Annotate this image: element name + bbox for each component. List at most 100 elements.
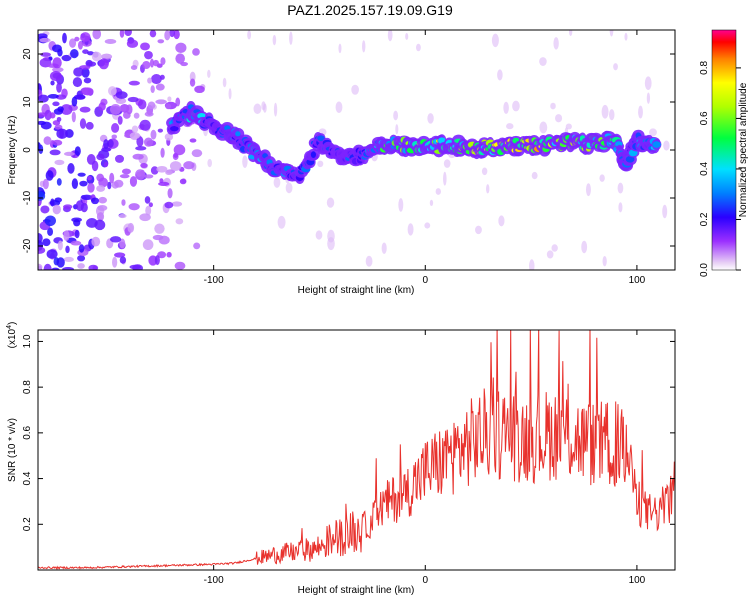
spectrogram-noise-blob xyxy=(160,57,166,66)
spectrogram-noise-blob xyxy=(52,204,61,215)
snr-x-tick-label: 0 xyxy=(422,575,428,586)
spectrogram-faint-blob xyxy=(601,104,609,119)
spectrogram-noise-blob xyxy=(101,147,112,152)
spectrogram-noise-blob xyxy=(100,53,112,59)
spectrogram-noise-blob xyxy=(121,199,126,206)
spectrogram-faint-blob xyxy=(662,204,668,219)
spectrogram-noise-blob xyxy=(38,83,42,92)
spectrogram-noise-blob xyxy=(86,61,97,67)
spectrogram-x-axis-label: Height of straight line (km) xyxy=(298,285,415,296)
spectrogram-noise-blob xyxy=(57,240,63,251)
spectrogram-x-tick-label: 100 xyxy=(629,275,646,286)
spectrogram-noise-blob xyxy=(110,104,122,115)
spectrogram-noise-blob xyxy=(126,104,133,115)
spectrogram-y-tick-label: -20 xyxy=(22,238,33,253)
spectrogram-noise-blob xyxy=(50,198,55,207)
spectrogram-noise-blob xyxy=(38,233,43,244)
spectrogram-faint-blob xyxy=(228,88,232,100)
spectrogram-noise-blob xyxy=(71,178,79,190)
spectrogram-noise-blob xyxy=(147,77,153,84)
spectrogram-faint-blob xyxy=(644,76,652,91)
spectrogram-noise-blob xyxy=(143,137,154,147)
spectrogram-noise-blob xyxy=(111,123,120,133)
spectrogram-faint-blob xyxy=(581,240,588,254)
spectrogram-faint-blob xyxy=(638,105,643,119)
spectrogram-noise-blob xyxy=(107,181,112,190)
spectrogram-noise-blob xyxy=(179,178,187,185)
spectrogram-noise-blob xyxy=(165,169,173,176)
spectrogram-noise-blob xyxy=(69,38,77,48)
spectrogram-noise-blob xyxy=(119,256,127,264)
spectrogram-faint-blob xyxy=(335,101,343,113)
spectrogram-noise-blob xyxy=(80,32,91,42)
spectrogram-faint-blob xyxy=(395,124,399,135)
spectrogram-noise-blob xyxy=(38,191,46,201)
spectrogram-faint-blob xyxy=(618,202,623,213)
snr-x-axis-label: Height of straight line (km) xyxy=(298,585,415,596)
spectrogram-noise-blob xyxy=(71,96,78,107)
spectrogram-faint-blob xyxy=(553,37,559,50)
snr-multiplier-close: ) xyxy=(7,322,18,325)
spectrogram-noise-blob xyxy=(169,30,176,38)
spectrogram-noise-blob xyxy=(144,196,151,204)
spectrogram-faint-blob xyxy=(351,84,359,95)
spectrogram-noise-blob xyxy=(130,65,138,71)
spectrogram-noise-blob xyxy=(119,238,126,249)
spectrogram-faint-blob xyxy=(624,32,628,41)
spectrogram-noise-blob xyxy=(175,42,187,53)
spectrogram-noise-blob xyxy=(43,136,52,145)
spectrogram-noise-blob xyxy=(38,33,48,39)
snr-multiplier-base: (x10 xyxy=(7,328,18,348)
spectrogram-noise-blob xyxy=(83,77,92,84)
spectrogram-noise-blob xyxy=(147,101,156,110)
spectrogram-noise-blob xyxy=(155,99,167,105)
spectrogram-noise-blob xyxy=(157,128,163,133)
spectrogram-noise-blob xyxy=(49,149,61,156)
spectrogram-noise-blob xyxy=(157,251,167,259)
spectrogram-noise-blob xyxy=(38,120,46,125)
spectrogram-faint-blob xyxy=(362,40,366,53)
spectrogram-noise-blob xyxy=(74,36,80,42)
spectrogram-noise-blob xyxy=(61,54,72,62)
spectrogram-noise-blob xyxy=(62,267,74,270)
spectrogram-x-tick-label: -100 xyxy=(204,275,224,286)
spectrogram-noise-blob xyxy=(137,99,147,110)
spectrogram-faint-blob xyxy=(429,199,434,206)
spectrogram-ridge-blob xyxy=(310,151,316,159)
spectrogram-noise-blob xyxy=(91,236,101,247)
spectrogram-noise-blob xyxy=(98,177,109,188)
spectrogram-noise-blob xyxy=(142,239,154,251)
spectrogram-noise-blob xyxy=(62,32,67,44)
spectrogram-noise-blob xyxy=(175,97,181,107)
spectrogram-noise-blob xyxy=(77,172,86,177)
spectrogram-noise-blob xyxy=(140,42,150,51)
spectrogram-noise-blob xyxy=(132,153,144,160)
spectrogram-noise-blob xyxy=(96,212,105,222)
spectrogram-faint-blob xyxy=(393,110,399,121)
spectrogram-faint-blob xyxy=(407,223,414,236)
spectrogram-noise-blob xyxy=(54,159,65,166)
spectrogram-noise-blob xyxy=(167,188,173,199)
spectrogram-faint-blob xyxy=(646,92,651,104)
spectrogram-noise-blob xyxy=(139,213,151,222)
spectrogram-faint-blob xyxy=(550,102,556,110)
spectrogram-noise-blob xyxy=(150,129,157,140)
spectrogram-noise-blob xyxy=(71,111,76,123)
spectrogram-noise-blob xyxy=(52,101,60,107)
spectrogram-y-tick-label: 0 xyxy=(22,147,33,153)
spectrogram-noise-blob xyxy=(52,139,63,146)
colorbar-ticks: 0.0 0.2 0.4 0.6 0.8 xyxy=(699,61,741,277)
spectrogram-faint-blob xyxy=(539,121,548,134)
spectrogram-faint-blob xyxy=(486,184,490,194)
spectrogram-noise-blob xyxy=(164,201,174,209)
spectrogram-faint-blob xyxy=(289,31,293,45)
spectrogram-faint-blob xyxy=(427,113,434,124)
spectrogram-noise-blob xyxy=(38,144,44,154)
spectrogram-noise-blob xyxy=(46,249,58,259)
spectrogram-noise-blob xyxy=(49,112,56,119)
spectrogram-noise-blob xyxy=(85,121,94,130)
spectrogram-x-tick-label: 0 xyxy=(422,275,428,286)
spectrogram-noise-blob xyxy=(152,59,159,67)
colorbar-tick-label: 0.8 xyxy=(699,61,710,75)
